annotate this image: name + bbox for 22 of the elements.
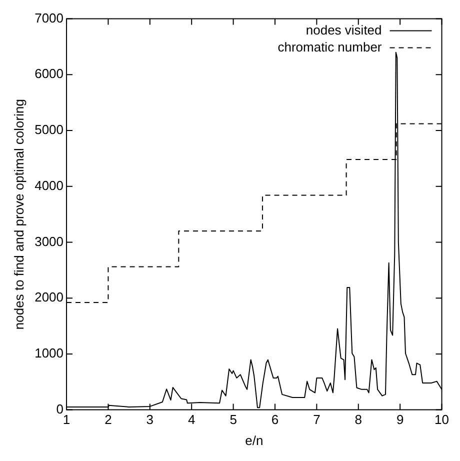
x-tick-label: 8: [354, 412, 362, 428]
x-tick-label: 3: [146, 412, 154, 428]
y-tick-label: 3000: [34, 234, 64, 249]
legend-label: chromatic number: [278, 39, 382, 54]
x-tick-label: 10: [434, 412, 450, 428]
y-tick-label: 4000: [34, 178, 64, 193]
y-tick-label: 1000: [34, 346, 64, 361]
y-tick-label: 6000: [34, 66, 64, 82]
x-tick-label: 6: [271, 412, 279, 428]
y-tick-label: 0: [56, 401, 64, 416]
y-tick-label: 7000: [34, 10, 64, 26]
y-tick-label: 5000: [34, 122, 64, 138]
x-tick-label: 9: [396, 412, 404, 428]
x-axis-title: e/n: [245, 432, 264, 448]
y-axis-title: nodes to find and prove optimal coloring: [11, 99, 26, 330]
y-tick-label: 2000: [34, 290, 64, 305]
x-tick-label: 4: [188, 412, 196, 428]
legend-label: nodes visited: [306, 22, 382, 38]
x-tick-label: 2: [104, 412, 112, 428]
x-tick-label: 1: [62, 412, 70, 428]
x-tick-label: 5: [230, 412, 237, 428]
x-tick-label: 7: [313, 412, 320, 428]
